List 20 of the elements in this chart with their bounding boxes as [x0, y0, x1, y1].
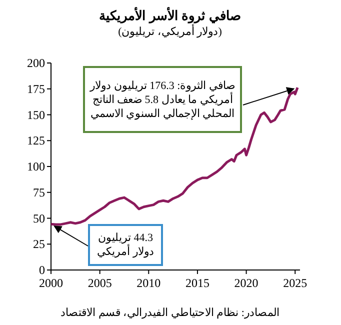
x-tick-label: 2000: [39, 276, 63, 290]
y-tick-label: 125: [27, 134, 45, 148]
x-tick-label: 2025: [283, 276, 308, 290]
x-tick-label: 2010: [136, 276, 161, 290]
y-tick-label: 200: [27, 56, 45, 70]
text: المصادر: نظام الاحتياطي الفيدرالي، قسم الاقتصاد: [60, 307, 280, 319]
annotation: صافي الثروة: 176.3 تريليون دولار أمريكي ما يعادل 5.8 ضعف الناتج المحلي الإجمالي السنوي الاسمي: [83, 66, 242, 133]
annotation: 44.3 تريليون دولار أمريكي: [88, 224, 163, 266]
y-tick-label: 150: [27, 108, 45, 122]
y-tick-label: 100: [27, 160, 45, 174]
x-tick-label: 2015: [185, 276, 210, 290]
y-tick-label: 25: [33, 237, 45, 252]
y-tick-label: 50: [33, 211, 45, 226]
y-tick-label: 75: [33, 185, 45, 200]
y-tick-label: 175: [27, 82, 45, 96]
x-tick-label: 2020: [234, 276, 258, 290]
x-tick-label: 2005: [88, 276, 112, 290]
y-tick-label: 0: [39, 263, 45, 277]
chart-title: صافي ثروة الأسر الأمريكية: [99, 7, 241, 24]
chart-subtitle: (دولار أمريكي، تريليون): [118, 24, 222, 38]
